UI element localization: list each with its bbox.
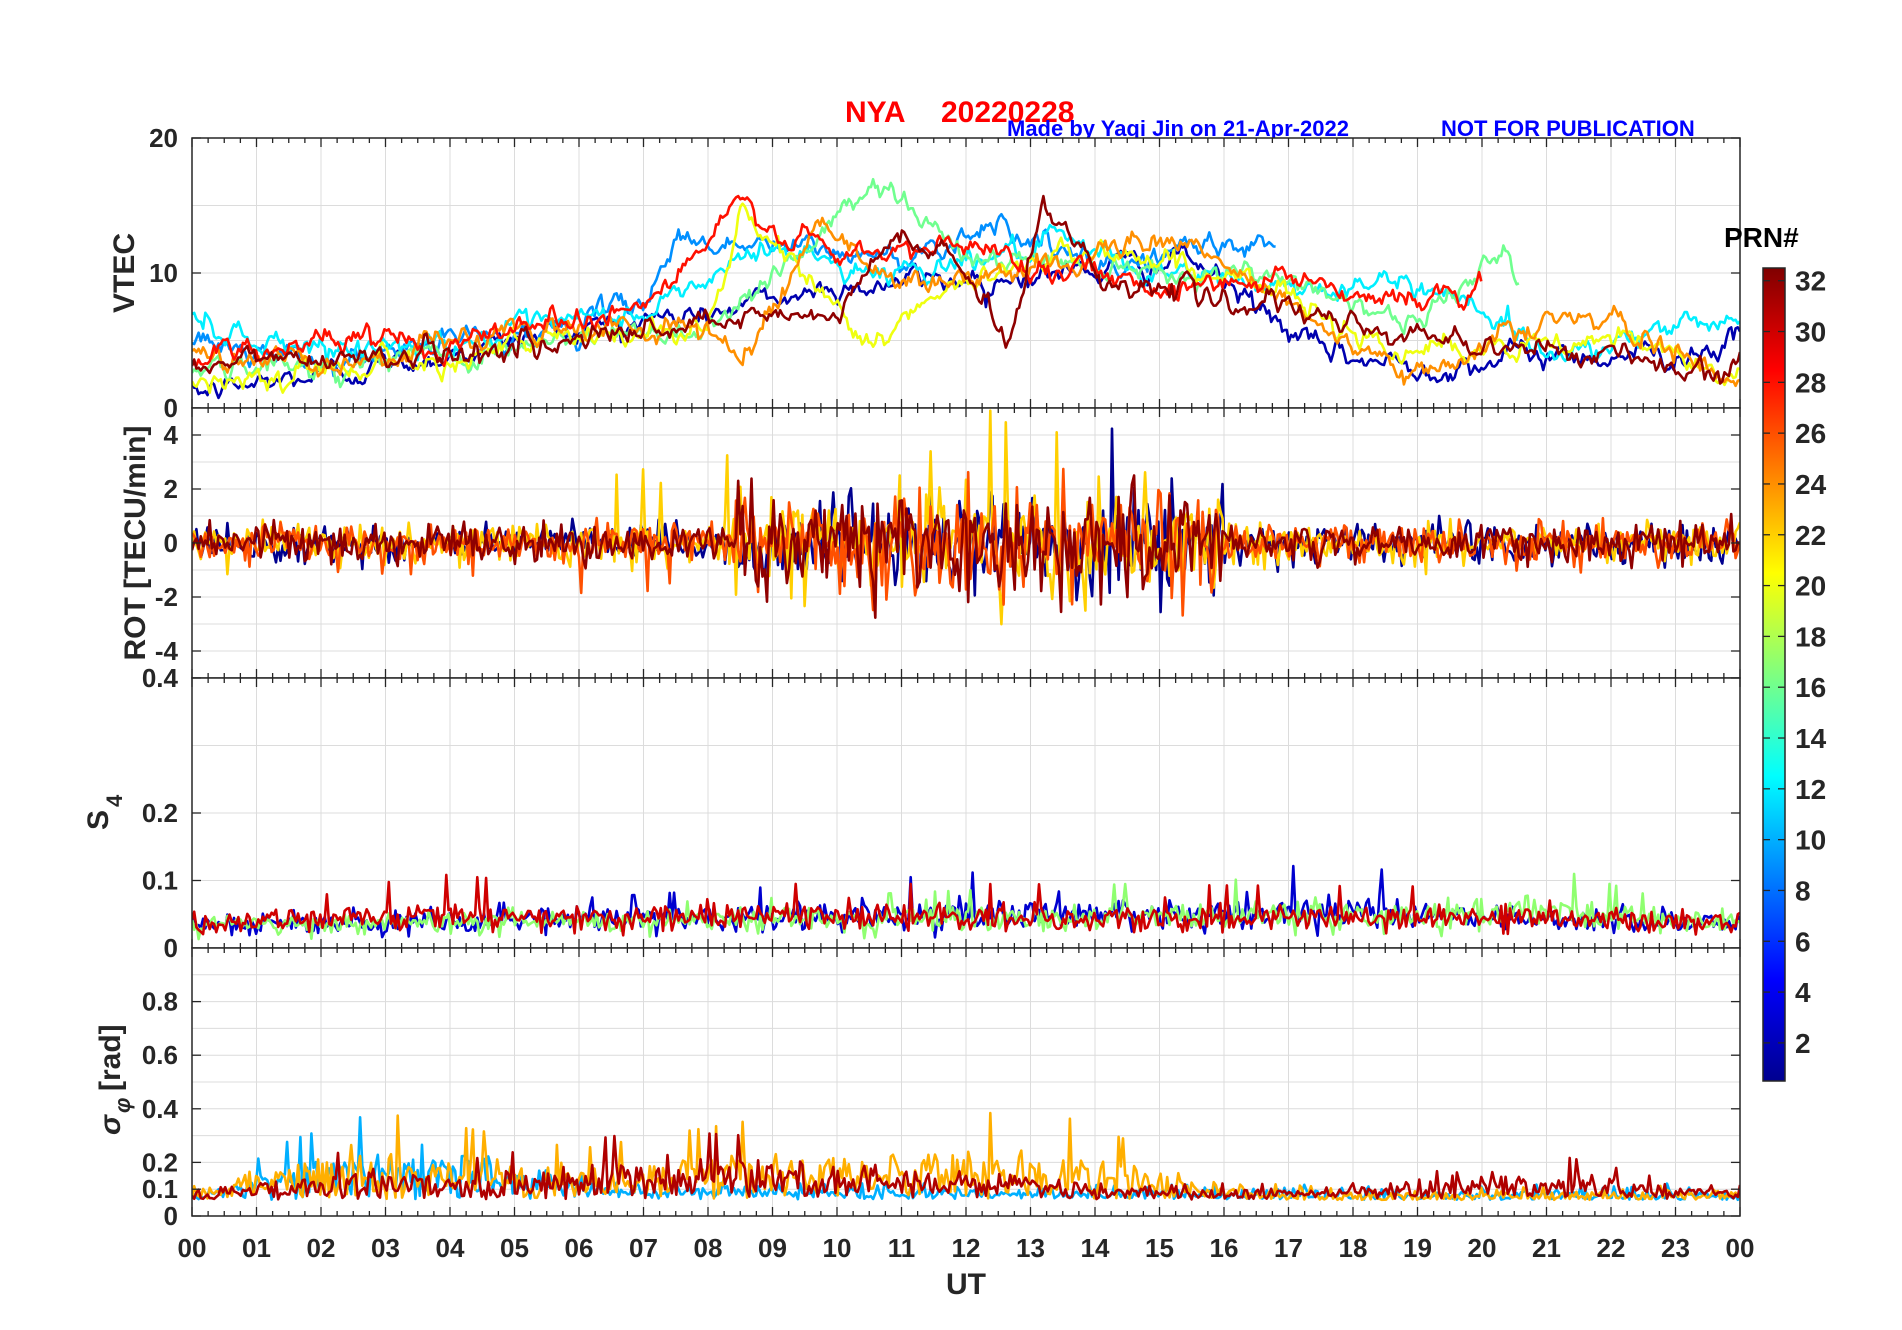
sigma-ylabel: σ φ [rad] [94, 1024, 135, 1135]
colorbar-tick-label: 18 [1795, 621, 1826, 652]
s4-panel: 0 0.1 0.2 0.4 [142, 663, 1741, 963]
rot-line-prn-32 [192, 474, 1740, 619]
x-tick-label: 03 [371, 1233, 400, 1263]
x-tick-label: 16 [1210, 1233, 1239, 1263]
x-tick-label: 14 [1081, 1233, 1110, 1263]
x-tick-label: 15 [1145, 1233, 1174, 1263]
colorbar-tick-label: 22 [1795, 520, 1826, 551]
colorbar-tick-label: 6 [1795, 926, 1811, 957]
sigma-ylabel-symbol: σ [94, 1114, 127, 1135]
x-tick-label: 02 [307, 1233, 336, 1263]
station-label: NYA [845, 96, 906, 129]
s4-line-prn-30 [192, 873, 1740, 937]
x-axis-label: UT [946, 1268, 986, 1301]
s4-ytick-label: 0.1 [142, 866, 178, 896]
date-label: 20220228 [941, 96, 1074, 129]
s4-line-prn-17 [192, 872, 1740, 941]
x-tick-label: 19 [1403, 1233, 1432, 1263]
colorbar-tick-label: 16 [1795, 672, 1826, 703]
x-tick-label: 17 [1274, 1233, 1303, 1263]
vtec-series [192, 177, 1740, 400]
s4-ytick-label: 0 [164, 933, 178, 963]
x-tick-label: 04 [436, 1233, 465, 1263]
s4-ylabel-sub: 4 [102, 794, 127, 807]
x-tick-label: 18 [1339, 1233, 1368, 1263]
sig-series [192, 1111, 1740, 1202]
x-tick-label: 00 [178, 1233, 207, 1263]
colorbar-tick-label: 32 [1795, 266, 1826, 297]
colorbar-tick-label: 14 [1795, 723, 1827, 754]
colorbar-tick-label: 4 [1795, 977, 1811, 1008]
colorbar-tick-label: 28 [1795, 367, 1826, 398]
rot-ytick-label: 4 [164, 420, 179, 450]
vtec-ytick-label: 10 [149, 258, 178, 288]
x-tick-label: 01 [242, 1233, 271, 1263]
x-tick-label: 09 [758, 1233, 787, 1263]
colorbar-tick-label: 30 [1795, 317, 1826, 348]
vtec-ytick-label: 0 [164, 393, 178, 423]
x-tick-label: 22 [1597, 1233, 1626, 1263]
rot-series [192, 409, 1740, 626]
sig-ytick-label: 0.4 [142, 1094, 179, 1124]
x-tick-label: 10 [823, 1233, 852, 1263]
sig-ytick-label: 0.6 [142, 1040, 178, 1070]
author-note: Made by Yaqi Jin on 21-Apr-2022 [1007, 116, 1349, 141]
sig-ytick-label: 0 [164, 1201, 178, 1231]
sigma-ylabel-unit: [rad] [94, 1024, 127, 1091]
rot-ylabel: ROT [TECU/min] [119, 426, 152, 661]
s4-ytick-label: 0.2 [142, 798, 178, 828]
x-tick-label: 23 [1661, 1233, 1690, 1263]
s4-ytick-label: 0.4 [142, 663, 179, 693]
s4-series [192, 864, 1740, 941]
sig-ytick-label: 0.1 [142, 1174, 178, 1204]
sig-ytick-label: 0.2 [142, 1147, 178, 1177]
rot-ytick-label: -4 [155, 636, 179, 666]
vtec-ytick-label: 20 [149, 123, 178, 153]
publication-notice: NOT FOR PUBLICATION [1441, 116, 1695, 141]
colorbar-tick-label: 8 [1795, 875, 1811, 906]
x-tick-labels: 00 01 02 03 04 05 06 07 08 09 10 11 12 13 14 15 16 17 18 19… [178, 1233, 1755, 1263]
sig-panel: 00.10.2 0.4 0.6 0.8 [142, 947, 1741, 1231]
colorbar-tick-label: 24 [1795, 469, 1827, 500]
x-tick-label: 07 [629, 1233, 658, 1263]
s4-ylabel-main: S [82, 810, 115, 830]
colorbar-title: PRN# [1724, 222, 1799, 253]
x-tick-label: 20 [1468, 1233, 1497, 1263]
sig-ytick-label: 0.8 [142, 987, 178, 1017]
x-tick-label: 21 [1532, 1233, 1561, 1263]
colorbar-gradient [1762, 267, 1786, 1082]
sig-line-prn-31 [192, 1132, 1740, 1201]
colorbar-tick-label: 20 [1795, 571, 1826, 602]
colorbar-tick-label: 26 [1795, 418, 1826, 449]
colorbar-tick-label: 12 [1795, 774, 1826, 805]
vtec-line-prn-32 [192, 194, 1740, 385]
rot-ytick-label: 0 [164, 528, 178, 558]
x-tick-label: 05 [500, 1233, 529, 1263]
figure-title: NYA 20220228 [845, 96, 1074, 129]
colorbar-tick-label: 2 [1795, 1028, 1811, 1059]
rot-panel: -4 -2 0 2 4 [155, 407, 1741, 679]
x-tick-label: 00 [1726, 1233, 1755, 1263]
x-tick-label: 13 [1016, 1233, 1045, 1263]
sigma-ylabel-sub: φ [110, 1098, 135, 1113]
sig-line-prn-23 [192, 1111, 1740, 1202]
x-tick-label: 12 [952, 1233, 981, 1263]
x-tick-label: 06 [565, 1233, 594, 1263]
vtec-line-prn-28 [192, 194, 1483, 368]
vtec-ylabel: VTEC [108, 233, 141, 313]
rot-ytick-label: 2 [164, 474, 178, 504]
x-tick-label: 11 [888, 1233, 916, 1263]
s4-ylabel: S 4 [82, 794, 127, 830]
colorbar-tick-label: 10 [1795, 825, 1826, 856]
vtec-panel: 0 10 20 [149, 123, 1741, 423]
rot-ytick-label: -2 [155, 582, 178, 612]
x-tick-label: 08 [694, 1233, 723, 1263]
